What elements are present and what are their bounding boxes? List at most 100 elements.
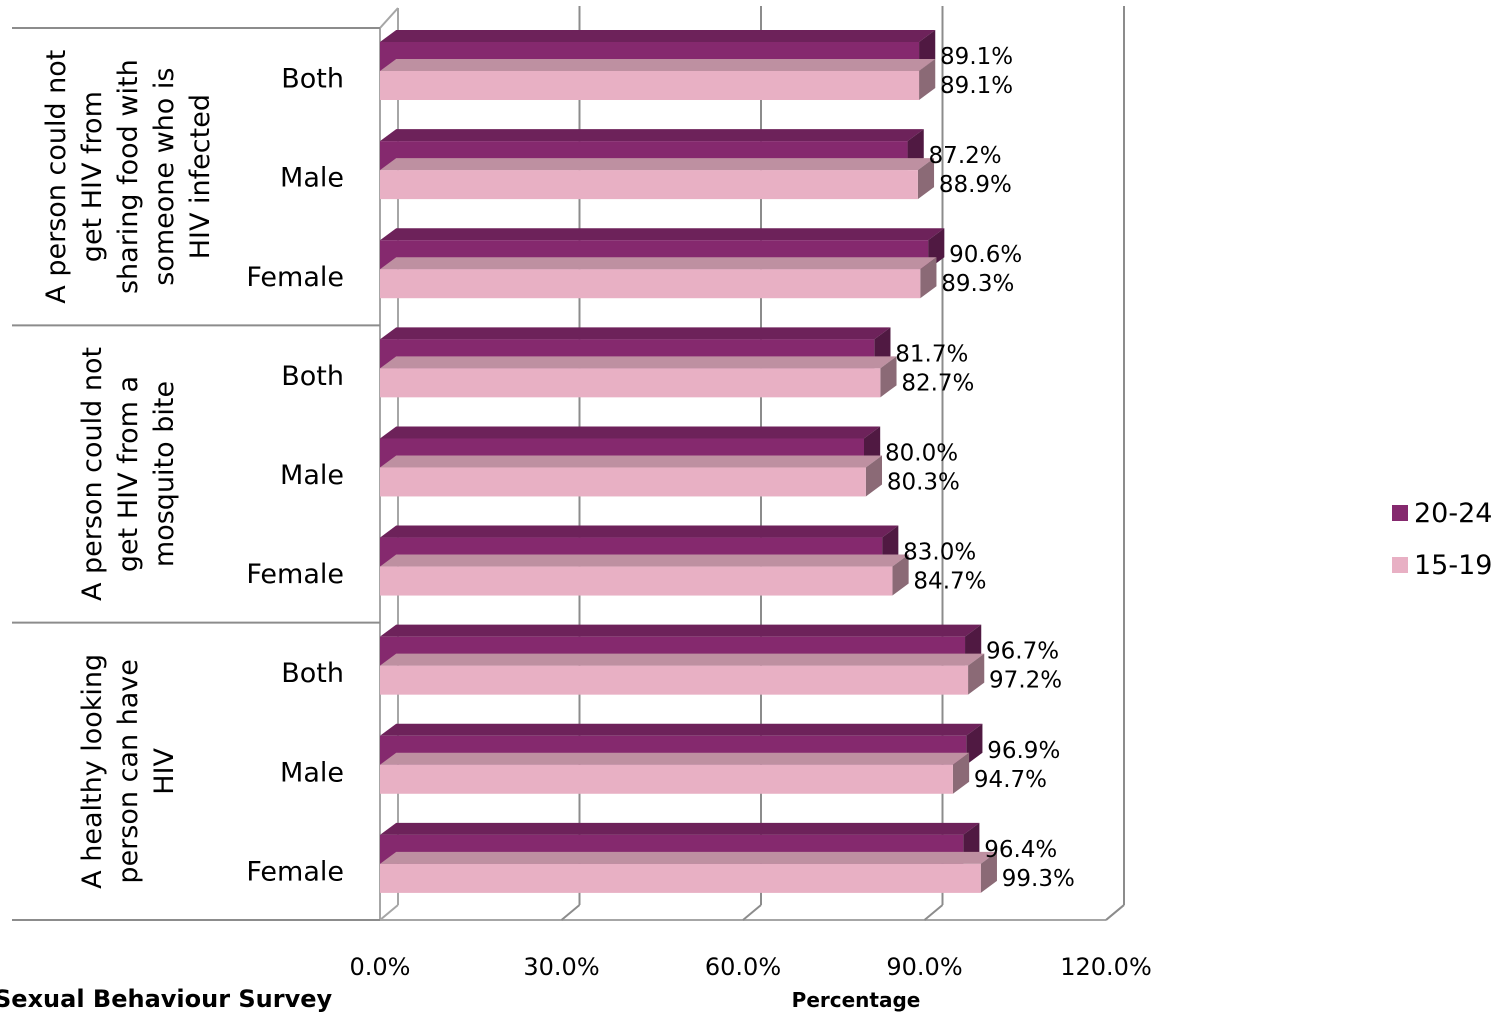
legend-label: 20-24 [1414, 498, 1492, 529]
bar-top [380, 129, 924, 142]
x-tick-label: 90.0% [886, 953, 962, 981]
bar-top [380, 257, 937, 270]
data-label: 87.2% [929, 143, 1002, 169]
category-label: Male [280, 460, 344, 491]
x-tick-label: 60.0% [705, 953, 781, 981]
bar [380, 368, 881, 398]
data-label: 99.3% [1002, 866, 1075, 892]
group-label-line: person can have [113, 659, 144, 883]
bar [380, 764, 953, 794]
data-label: 80.0% [885, 440, 958, 466]
data-label: 82.7% [901, 370, 974, 396]
legend-swatch [1392, 505, 1408, 521]
data-label: 84.7% [913, 569, 986, 595]
bar [380, 269, 921, 299]
gridline-floor [742, 904, 762, 921]
x-tick-label: 120.0% [1060, 953, 1152, 981]
group-label-line: HIV [149, 747, 180, 794]
category-label: Female [246, 856, 344, 887]
x-axis-title: Percentage [792, 988, 921, 1012]
group-label-line: get HIV from a [113, 376, 144, 572]
data-label: 83.0% [903, 540, 976, 566]
group-label: A person could not get HIV from sharing fo… [41, 50, 216, 304]
data-label: 81.7% [895, 341, 968, 367]
bar-top [380, 525, 899, 538]
bar [380, 665, 969, 695]
category-label: Both [281, 658, 344, 689]
legend: 20-24 15-19 [1392, 498, 1492, 581]
x-tick-label: 30.0% [523, 953, 599, 981]
bar-top [380, 228, 945, 241]
bar-top [380, 723, 983, 736]
category-label: Female [246, 262, 344, 293]
bar-side [917, 158, 935, 200]
data-label: 88.9% [939, 172, 1012, 198]
bar-side [966, 723, 983, 765]
group-label-line: A healthy looking [77, 654, 108, 889]
bar-side [920, 257, 937, 299]
bar-side [892, 554, 909, 596]
group-label-line: A person could not [77, 347, 108, 601]
category-label: Male [280, 163, 344, 194]
group-label-line: A person could not [41, 50, 72, 304]
data-label: 89.3% [941, 271, 1014, 297]
data-label: 89.1% [940, 73, 1013, 99]
bar-side [880, 356, 897, 398]
bar [380, 170, 918, 200]
gridline-floor [560, 904, 581, 921]
bar [380, 863, 981, 893]
bar-top [380, 327, 891, 340]
bar-side [980, 851, 997, 893]
data-label: 90.6% [949, 242, 1022, 268]
x-tick-label: 0.0% [350, 953, 411, 981]
bar-top [380, 653, 985, 666]
gridline-floor [923, 904, 944, 921]
bar-top [380, 752, 970, 765]
data-label: 89.1% [940, 44, 1013, 70]
bar-top [380, 554, 909, 567]
category-label: Male [280, 757, 344, 788]
bar-side [865, 455, 883, 497]
bar-top [380, 822, 980, 835]
group-label: A person could not get HIV from a mosquito… [77, 347, 180, 601]
bars [380, 30, 997, 893]
bar [380, 71, 920, 100]
group-label-line: mosquito bite [149, 381, 180, 567]
data-label: 97.2% [989, 668, 1062, 694]
gridline-floor [1105, 904, 1125, 921]
category-label: Both [281, 361, 344, 392]
floor-edge-left [379, 904, 399, 921]
bar-side [968, 653, 985, 695]
group-label-line: someone who is [149, 68, 180, 286]
group-label-line: sharing food with [113, 59, 144, 294]
legend-label: 15-19 [1414, 550, 1492, 581]
source-footer: Sexual Behaviour Survey [0, 985, 333, 1013]
bar-top [380, 158, 935, 171]
group-label-line: get HIV from [77, 91, 108, 262]
bar-top [380, 59, 936, 71]
data-label: 94.7% [974, 767, 1047, 793]
bar-top [380, 30, 936, 42]
legend-swatch [1392, 557, 1408, 573]
side-wall-top [379, 7, 399, 29]
bar-top [380, 851, 997, 864]
category-label: Female [246, 559, 344, 590]
group-label: A healthy looking person can have HIV [77, 654, 180, 889]
bar-top [380, 356, 897, 369]
bar-side [919, 59, 936, 100]
x-axis: 0.0% 30.0% 60.0% 90.0% 120.0% [350, 953, 1152, 981]
bar-top [380, 624, 982, 637]
bar-side [952, 752, 970, 794]
data-label: 80.3% [887, 469, 960, 495]
bar-top [380, 426, 881, 439]
data-label: 96.4% [984, 837, 1057, 863]
group-label-line: HIV infected [185, 94, 216, 259]
data-labels: 89.1% 89.1% 87.2% 88.9% 90.6% 89.3% 81.7% 82.7%… [885, 44, 1075, 892]
bar-top [380, 455, 883, 468]
data-label: 96.9% [987, 738, 1060, 764]
data-label: 96.7% [986, 639, 1059, 665]
category-label: Both [281, 64, 344, 95]
bar [380, 467, 866, 497]
category-axis: A person could not get HIV from sharing fo… [12, 27, 380, 921]
